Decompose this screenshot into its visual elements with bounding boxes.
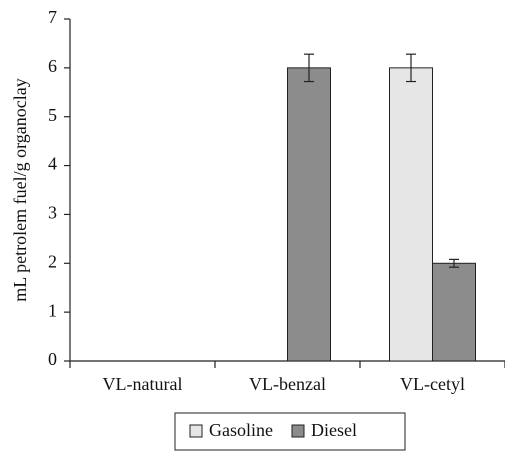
error-bar [449, 258, 459, 268]
bar [432, 262, 476, 362]
y-axis-label: mL petrolem fuel/g organoclay [10, 78, 30, 301]
legend-label: Diesel [311, 420, 357, 440]
x-tick-label: VL-benzal [249, 374, 326, 394]
error-bar [304, 53, 314, 83]
legend-swatch [189, 424, 203, 438]
y-tick-label: 2 [48, 251, 57, 271]
error-bar [406, 53, 416, 83]
legend-swatch [291, 424, 305, 438]
y-tick-label: 3 [48, 203, 57, 223]
legend-label: Gasoline [209, 420, 273, 440]
y-tick-label: 0 [48, 349, 57, 369]
bar [389, 67, 433, 362]
y-tick-label: 5 [48, 105, 57, 125]
legend-box [174, 412, 406, 451]
x-tick-label: VL-cetyl [400, 374, 465, 394]
y-tick-label: 1 [48, 300, 57, 320]
y-tick-label: 4 [48, 154, 57, 174]
y-tick-label: 6 [48, 56, 57, 76]
bar [287, 67, 331, 362]
y-tick-label: 7 [48, 7, 57, 27]
x-tick-label: VL-natural [103, 374, 183, 394]
